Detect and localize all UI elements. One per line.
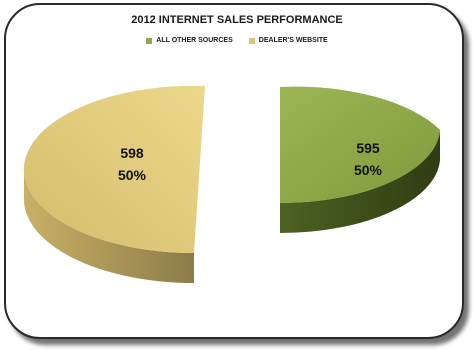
slice-value-all-other-sources: 595 — [356, 140, 380, 156]
legend-swatch-all-other-sources — [146, 37, 153, 44]
pie-slice-dealers-website: 598 50% — [23, 85, 206, 284]
pie-slice-all-other-sources: 595 50% — [280, 86, 440, 234]
legend-label-dealers-website: DEALER'S WEBSITE — [258, 37, 328, 44]
slice-top-dealers-website — [23, 85, 206, 254]
legend-item-dealers-website: DEALER'S WEBSITE — [248, 37, 328, 44]
slice-percent-dealers-website: 50% — [118, 167, 147, 183]
slice-side-all-other-sources — [280, 130, 440, 234]
legend-item-all-other-sources: ALL OTHER SOURCES — [146, 37, 233, 44]
legend-label-all-other-sources: ALL OTHER SOURCES — [156, 37, 233, 44]
slice-top-all-other-sources — [280, 86, 440, 204]
slice-value-dealers-website: 598 — [120, 145, 144, 161]
chart-title: 2012 INTERNET SALES PERFORMANCE — [131, 14, 343, 26]
slice-side-dealers-website — [23, 166, 195, 284]
legend-swatch-dealers-website — [248, 37, 255, 44]
legend: ALL OTHER SOURCES DEALER'S WEBSITE — [0, 37, 474, 44]
slice-percent-all-other-sources: 50% — [354, 162, 383, 178]
